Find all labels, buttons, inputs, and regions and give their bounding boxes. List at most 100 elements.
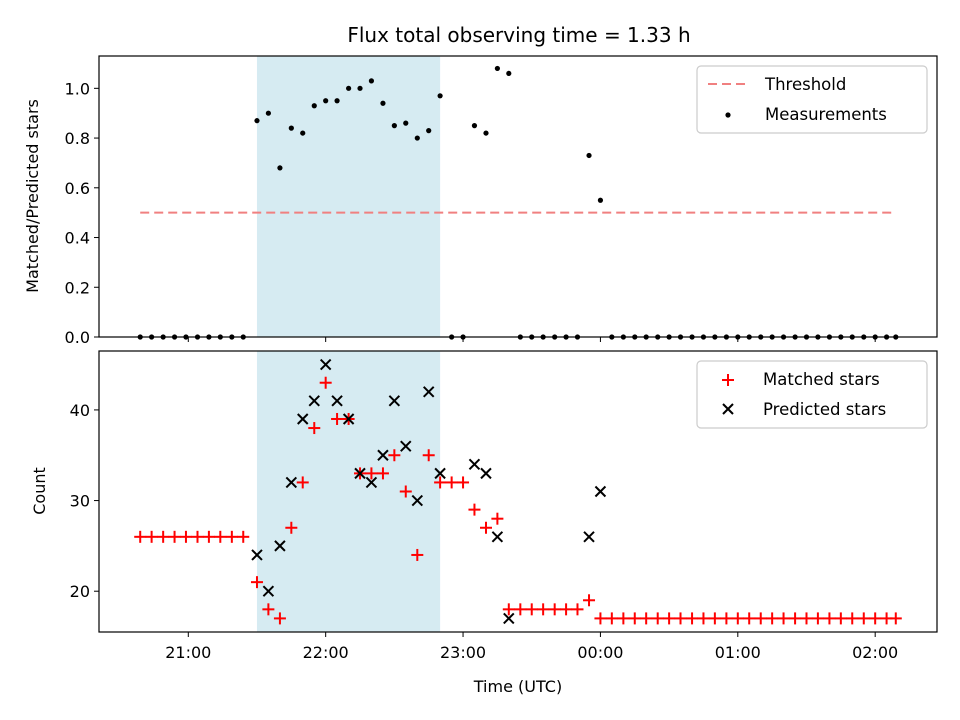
matched-point (468, 503, 481, 516)
measurement-point (323, 98, 329, 104)
matched-point (823, 612, 836, 625)
legend-measurements-swatch (725, 112, 731, 118)
matched-points (134, 376, 902, 625)
matched-point (445, 476, 458, 489)
bottom-highlight-span (256, 351, 441, 632)
matched-point (800, 612, 813, 625)
top-highlight-span (256, 56, 441, 337)
matched-point (720, 612, 733, 625)
matched-point (179, 530, 192, 543)
matched-point (731, 612, 744, 625)
top-axis-ticks: 0.0 0.2 0.4 0.6 0.8 1.0 (65, 79, 876, 347)
predicted-point (388, 395, 401, 407)
matched-point (422, 449, 435, 462)
bottom-ylabel: Count (30, 467, 49, 515)
measurement-point (403, 120, 409, 126)
matched-point (225, 530, 238, 543)
matched-point (191, 530, 204, 543)
matched-point (214, 530, 227, 543)
measurement-point (277, 165, 283, 171)
bottom-plot-frame (98, 350, 938, 633)
measurement-point (334, 98, 340, 104)
legend-measurements-label: Measurements (765, 105, 887, 124)
predicted-point (331, 395, 343, 407)
measurement-points (137, 65, 899, 340)
bottom-xtick-label: 02:00 (852, 643, 898, 662)
measurement-point (437, 93, 443, 99)
matched-point (502, 603, 515, 616)
top-legend: Threshold Measurements (696, 65, 928, 134)
top-plot-frame (98, 55, 938, 338)
matched-point (548, 603, 561, 616)
bottom-xtick-label: 01:00 (715, 643, 761, 662)
predicted-point (354, 467, 366, 480)
bottom-panel: 20 30 40 21:00 22:00 23:00 00:00 01:00 02:00 Cou… (30, 350, 938, 696)
measurement-point (311, 103, 317, 109)
matched-point (399, 485, 412, 498)
matched-point (583, 594, 596, 607)
matched-point (514, 603, 527, 616)
bottom-legend: Matched stars Predicted stars (696, 360, 928, 429)
matched-point (617, 612, 630, 625)
top-ytick-label: 0.8 (65, 129, 90, 148)
matched-point (777, 612, 790, 625)
matched-point (594, 612, 607, 625)
matched-point (889, 612, 902, 625)
matched-point (411, 548, 424, 561)
matched-point (789, 612, 802, 625)
bottom-xtick-label: 22:00 (303, 643, 349, 662)
matched-point (686, 612, 699, 625)
predicted-point (480, 467, 492, 480)
matched-point (365, 467, 378, 480)
matched-point (697, 612, 710, 625)
predicted-point (583, 531, 595, 543)
matched-point (811, 612, 824, 625)
top-ytick-label: 0.2 (65, 278, 90, 297)
matched-point (273, 612, 286, 625)
measurement-point (391, 123, 397, 129)
predicted-point (594, 485, 607, 498)
matched-point (766, 612, 779, 625)
predicted-point (285, 476, 298, 489)
measurement-point (494, 65, 500, 72)
matched-point (434, 476, 447, 489)
legend-matched-label: Matched stars (763, 370, 880, 389)
chart-title: Flux total observing time = 1.33 h (347, 23, 690, 47)
matched-point (331, 412, 344, 425)
matched-point (537, 603, 550, 616)
matched-point (663, 612, 676, 625)
measurement-point (586, 152, 592, 159)
measurement-point (254, 118, 260, 124)
matched-point (376, 467, 389, 480)
predicted-point (434, 467, 446, 480)
predicted-point (503, 612, 515, 625)
matched-point (571, 603, 584, 616)
matched-point (869, 612, 882, 625)
predicted-point (251, 549, 263, 561)
measurement-point (288, 125, 294, 131)
predicted-point (468, 458, 481, 471)
top-ytick-label: 0.6 (65, 179, 90, 198)
predicted-point (422, 386, 435, 398)
measurement-point (414, 135, 420, 141)
bottom-ytick-label: 30 (70, 492, 90, 511)
predicted-point (319, 358, 332, 371)
top-ylabel: Matched/Predicted stars (23, 99, 42, 293)
matched-point (846, 612, 859, 625)
measurement-point (426, 128, 432, 134)
measurement-point (265, 110, 271, 116)
matched-point (202, 530, 215, 543)
predicted-point (262, 585, 275, 597)
measurement-point (380, 100, 386, 106)
predicted-point (342, 413, 355, 425)
measurement-point (597, 197, 604, 203)
matched-point (525, 603, 538, 616)
matched-point (319, 376, 332, 389)
matched-point (262, 603, 275, 616)
predicted-point (308, 395, 320, 407)
predicted-point (400, 440, 412, 452)
matched-point (296, 476, 309, 489)
bottom-xlabel: Time (UTC) (473, 677, 562, 696)
measurement-point (483, 130, 489, 136)
measurement-point (346, 85, 352, 91)
